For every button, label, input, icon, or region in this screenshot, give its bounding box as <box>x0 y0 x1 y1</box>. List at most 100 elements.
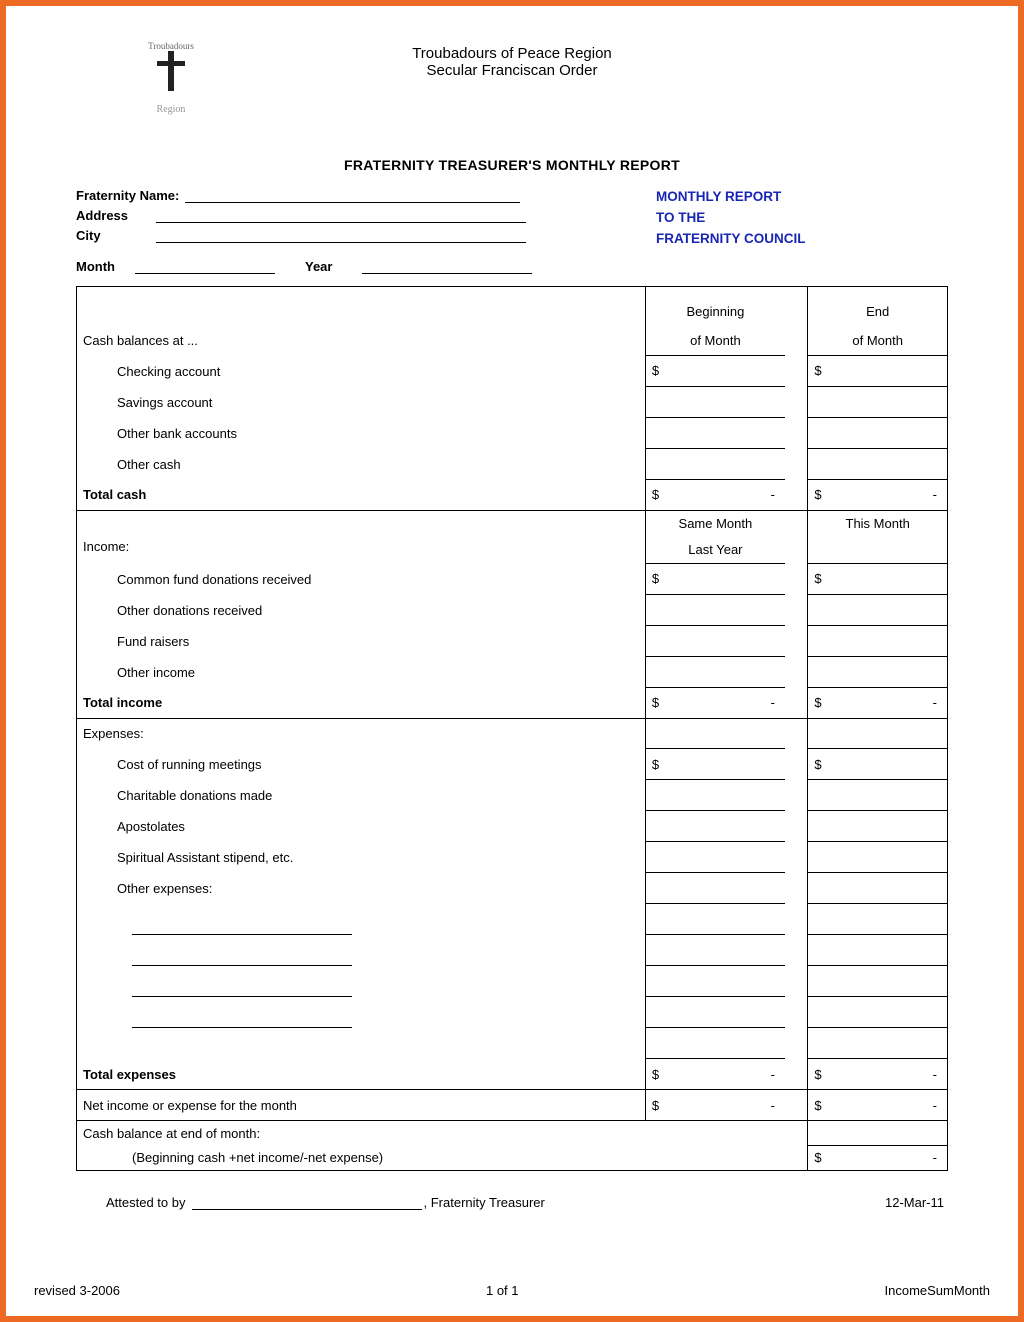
total-expenses-this: $- <box>808 1059 947 1089</box>
attested-signature[interactable] <box>192 1196 422 1210</box>
other-exp-6-last[interactable] <box>646 1028 785 1058</box>
year-field[interactable] <box>362 259 532 274</box>
checking-end[interactable]: $ <box>808 356 947 386</box>
same-month-top: Same Month <box>646 511 785 537</box>
other-cash-label: Other cash <box>77 449 645 479</box>
info-block: Fraternity Name: Address City MONTHLY RE… <box>76 187 948 247</box>
total-cash-end: $- <box>808 480 947 510</box>
attested-label: Attested to by <box>106 1195 186 1210</box>
other-exp-3-last[interactable] <box>646 935 785 965</box>
note-line3: FRATERNITY COUNCIL <box>656 231 948 246</box>
other-exp-1-last[interactable] <box>646 873 785 903</box>
savings-end[interactable] <box>808 387 947 417</box>
apostolates-last[interactable] <box>646 811 785 841</box>
note-line2: TO THE <box>656 210 948 225</box>
month-field[interactable] <box>135 259 275 274</box>
fraternity-name-label: Fraternity Name: <box>76 188 179 203</box>
expense-writein-3[interactable] <box>77 971 645 997</box>
other-bank-label: Other bank accounts <box>77 418 645 448</box>
cash-balances-label: Cash balances at ... <box>77 325 645 355</box>
other-exp-5-last[interactable] <box>646 997 785 1027</box>
other-exp-3-this[interactable] <box>808 935 947 965</box>
common-fund-this[interactable]: $ <box>808 564 947 594</box>
report-table: Beginning End Cash balances at ... of Mo… <box>76 286 948 1171</box>
total-cash-label: Total cash <box>77 480 645 510</box>
footer-doc: IncomeSumMonth <box>885 1283 991 1298</box>
other-income-this[interactable] <box>808 657 947 687</box>
fraternity-name-field[interactable] <box>185 187 520 203</box>
other-donations-last[interactable] <box>646 595 785 625</box>
other-cash-end[interactable] <box>808 449 947 479</box>
month-year-row: Month Year <box>76 259 948 274</box>
savings-begin[interactable] <box>646 387 785 417</box>
attestation-row: Attested to by , Fraternity Treasurer 12… <box>76 1195 948 1210</box>
checking-label: Checking account <box>77 356 645 386</box>
total-income-label: Total income <box>77 688 645 718</box>
col-end-bot: of Month <box>808 327 947 355</box>
charitable-this[interactable] <box>808 780 947 810</box>
note-line1: MONTHLY REPORT <box>656 189 948 204</box>
other-exp-4-last[interactable] <box>646 966 785 996</box>
other-bank-end[interactable] <box>808 418 947 448</box>
other-bank-begin[interactable] <box>646 418 785 448</box>
attested-role: , Fraternity Treasurer <box>424 1195 545 1210</box>
expense-writein-1[interactable] <box>77 909 645 935</box>
other-donations-label: Other donations received <box>77 595 645 625</box>
expense-writein-2[interactable] <box>77 940 645 966</box>
cost-meetings-this[interactable]: $ <box>808 749 947 779</box>
spiritual-this[interactable] <box>808 842 947 872</box>
total-expenses-last: $- <box>646 1059 785 1089</box>
apostolates-label: Apostolates <box>77 812 645 842</box>
org-heading: Troubadours of Peace Region Secular Fran… <box>76 41 948 79</box>
charitable-last[interactable] <box>646 780 785 810</box>
fund-raisers-last[interactable] <box>646 626 785 656</box>
spiritual-last[interactable] <box>646 842 785 872</box>
apostolates-this[interactable] <box>808 811 947 841</box>
year-label: Year <box>305 259 332 274</box>
logo-icon <box>151 51 191 106</box>
checking-begin[interactable]: $ <box>646 356 785 386</box>
address-label: Address <box>76 208 150 223</box>
other-cash-begin[interactable] <box>646 449 785 479</box>
other-exp-2-this[interactable] <box>808 904 947 934</box>
col-begin-top: Beginning <box>646 297 785 325</box>
total-income-last: $- <box>646 688 785 718</box>
cash-end-label: Cash balance at end of month: <box>77 1121 645 1145</box>
fund-raisers-label: Fund raisers <box>77 626 645 656</box>
other-exp-1-this[interactable] <box>808 873 947 903</box>
cash-end-amount: $- <box>808 1146 947 1170</box>
fund-raisers-this[interactable] <box>808 626 947 656</box>
income-label: Income: <box>77 533 645 563</box>
other-income-label: Other income <box>77 657 645 687</box>
other-income-last[interactable] <box>646 657 785 687</box>
cost-meetings-last[interactable]: $ <box>646 749 785 779</box>
other-exp-2-last[interactable] <box>646 904 785 934</box>
total-income-this: $- <box>808 688 947 718</box>
other-donations-this[interactable] <box>808 595 947 625</box>
total-cash-begin: $- <box>646 480 785 510</box>
expenses-label: Expenses: <box>77 719 645 749</box>
charitable-label: Charitable donations made <box>77 781 645 811</box>
net-income-this: $- <box>808 1090 947 1120</box>
savings-label: Savings account <box>77 387 645 417</box>
expense-writein-4[interactable] <box>77 1002 645 1028</box>
logo-text-top: Troubadours <box>136 41 206 51</box>
header: Troubadours Region Troubadours of Peace … <box>76 41 948 151</box>
other-exp-6-this[interactable] <box>808 1028 947 1058</box>
address-field[interactable] <box>156 207 526 223</box>
footer-revised: revised 3-2006 <box>34 1283 120 1298</box>
footer-page: 1 of 1 <box>486 1283 519 1298</box>
common-fund-last[interactable]: $ <box>646 564 785 594</box>
document-frame: Troubadours Region Troubadours of Peace … <box>0 0 1024 1322</box>
month-label: Month <box>76 259 115 274</box>
total-expenses-label: Total expenses <box>77 1059 645 1089</box>
attested-date: 12-Mar-11 <box>885 1195 944 1210</box>
col-begin-bot: of Month <box>646 327 785 355</box>
report-title: FRATERNITY TREASURER'S MONTHLY REPORT <box>76 157 948 173</box>
spiritual-label: Spiritual Assistant stipend, etc. <box>77 843 645 873</box>
other-exp-4-this[interactable] <box>808 966 947 996</box>
city-field[interactable] <box>156 227 526 243</box>
logo: Troubadours Region <box>136 41 206 115</box>
other-exp-5-this[interactable] <box>808 997 947 1027</box>
org-line2: Secular Franciscan Order <box>76 62 948 79</box>
